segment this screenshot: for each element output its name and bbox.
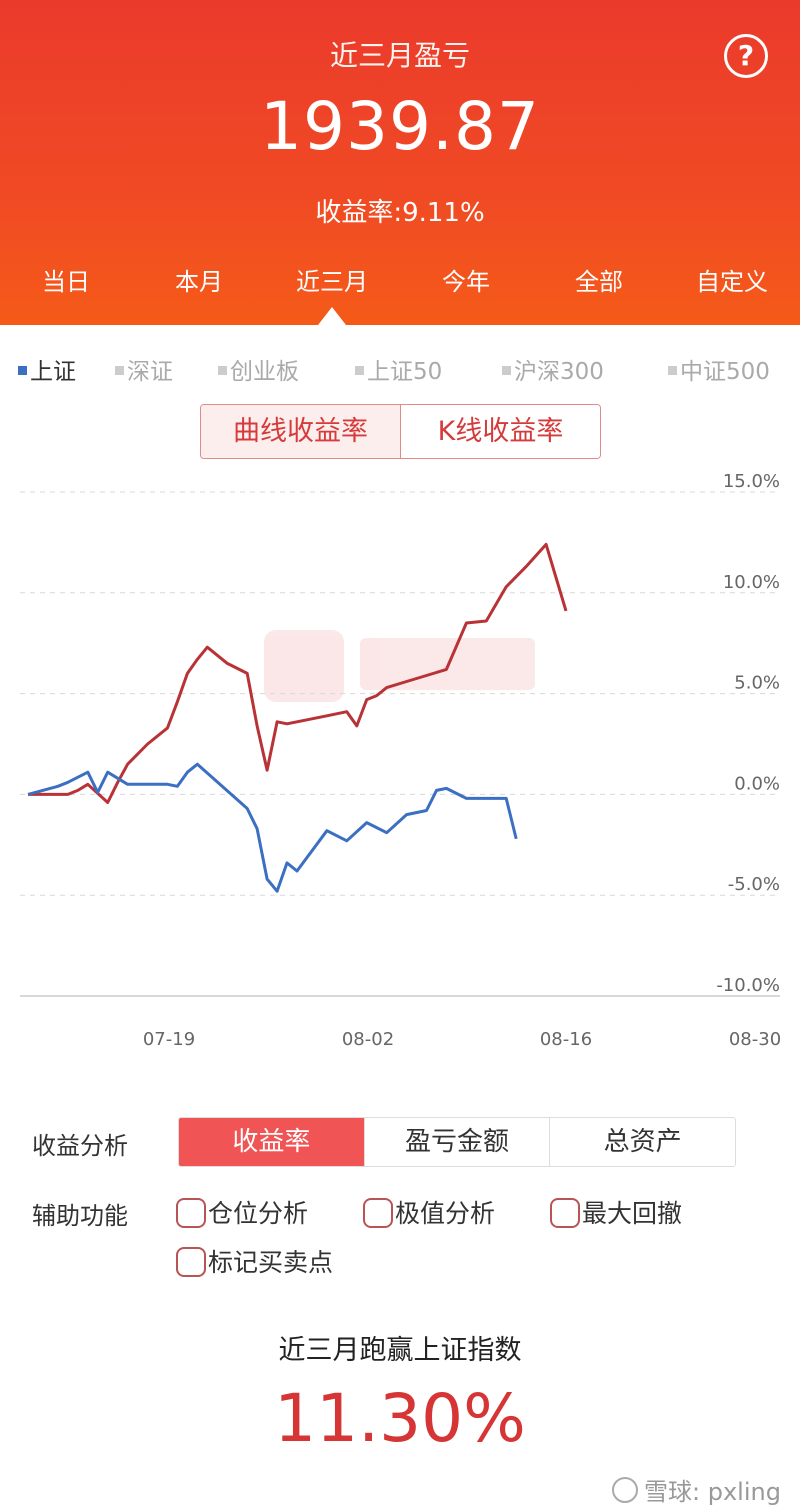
checkbox-label: 标记买卖点 xyxy=(208,1248,334,1277)
active-tab-indicator xyxy=(318,307,346,325)
mark-trades-checkbox[interactable]: 标记买卖点 xyxy=(176,1243,333,1279)
index-label: 深证 xyxy=(127,359,173,385)
index-csi500[interactable]: 中证500 xyxy=(668,352,770,386)
outperform-label: 近三月跑赢上证指数 xyxy=(278,1335,522,1366)
profit-amount-option[interactable]: 盈亏金额 xyxy=(364,1118,551,1166)
index-shanghai[interactable]: 上证 xyxy=(18,352,76,386)
tab-all[interactable]: 全部 xyxy=(575,268,623,296)
y-tick-label: -10.0% xyxy=(716,975,780,996)
legend-square-icon xyxy=(502,366,511,375)
index-label: 上证 xyxy=(30,359,76,385)
portfolio-return-line xyxy=(28,542,568,804)
return-chart: 15.0% 10.0% 5.0% 0.0% -5.0% -10.0% 07-19 08-02… xyxy=(20,471,781,1050)
watermark-text: 雪球: pxling xyxy=(644,1478,781,1506)
x-tick-label: 08-30 xyxy=(729,1029,781,1050)
index-label: 沪深300 xyxy=(514,359,604,385)
legend-square-icon xyxy=(668,366,677,375)
legend-square-icon xyxy=(115,366,124,375)
x-tick-label: 07-19 xyxy=(143,1029,195,1050)
checkbox-label: 最大回撤 xyxy=(582,1199,683,1228)
tab-this-year[interactable]: 今年 xyxy=(442,268,490,296)
analysis-label: 收益分析 xyxy=(32,1132,128,1160)
profit-amount: 1939.87 xyxy=(260,88,540,165)
y-tick-label: 0.0% xyxy=(734,773,780,794)
return-rate-label: 收益率: xyxy=(315,198,403,228)
y-tick-label: 10.0% xyxy=(723,572,780,593)
question-circle-icon[interactable]: ? xyxy=(724,34,768,78)
legend-square-icon xyxy=(355,366,364,375)
extreme-analysis-checkbox[interactable]: 极值分析 xyxy=(363,1194,495,1230)
y-tick-label: 15.0% xyxy=(723,471,780,492)
tonghuashun-watermark xyxy=(264,630,535,702)
watermark-logo-icon xyxy=(264,630,344,702)
tab-today[interactable]: 当日 xyxy=(42,268,90,296)
toggle-divider xyxy=(400,405,401,458)
xueqiu-logo-icon xyxy=(612,1477,638,1503)
index-chinext[interactable]: 创业板 xyxy=(218,352,299,386)
index-label: 中证500 xyxy=(680,359,770,385)
aux-label: 辅助功能 xyxy=(32,1202,128,1230)
index-label: 上证50 xyxy=(367,359,443,385)
index-return-line xyxy=(27,762,518,893)
index-shenzhen[interactable]: 深证 xyxy=(115,352,173,386)
total-assets-option[interactable]: 总资产 xyxy=(550,1118,735,1166)
curve-return-button[interactable]: 曲线收益率 xyxy=(201,405,400,458)
outperform-value: 11.30% xyxy=(274,1380,526,1457)
analysis-segmented-control: 收益率 盈亏金额 总资产 xyxy=(178,1117,736,1167)
y-tick-label: -5.0% xyxy=(728,874,780,895)
page-title: 近三月盈亏 xyxy=(329,39,470,72)
y-tick-label: 5.0% xyxy=(734,673,780,694)
checkbox-icon xyxy=(550,1198,580,1228)
legend-square-icon xyxy=(18,366,27,375)
period-tabs: 当日 本月 近三月 今年 全部 自定义 xyxy=(0,262,800,302)
legend-square-icon xyxy=(218,366,227,375)
tab-custom[interactable]: 自定义 xyxy=(696,268,768,296)
header-banner: 近三月盈亏 ? 1939.87 收益率:9.11% 当日 本月 近三月 今年 全… xyxy=(0,0,800,325)
position-analysis-checkbox[interactable]: 仓位分析 xyxy=(176,1194,308,1230)
index-sse50[interactable]: 上证50 xyxy=(355,352,442,386)
tab-three-months[interactable]: 近三月 xyxy=(296,268,368,296)
xueqiu-watermark: 雪球: pxling xyxy=(612,1472,781,1507)
max-drawdown-checkbox[interactable]: 最大回撤 xyxy=(550,1194,682,1230)
x-tick-label: 08-02 xyxy=(342,1029,394,1050)
tab-month[interactable]: 本月 xyxy=(175,268,223,296)
return-rate-value: 9.11% xyxy=(402,198,485,228)
checkbox-icon xyxy=(176,1247,206,1277)
x-tick-label: 08-16 xyxy=(540,1029,592,1050)
index-label: 创业板 xyxy=(230,359,299,385)
checkbox-label: 仓位分析 xyxy=(208,1199,309,1228)
checkbox-icon xyxy=(363,1198,393,1228)
index-csi300[interactable]: 沪深300 xyxy=(502,352,604,386)
return-rate-option[interactable]: 收益率 xyxy=(179,1118,365,1166)
return-rate: 收益率:9.11% xyxy=(0,192,800,229)
checkbox-label: 极值分析 xyxy=(395,1199,496,1228)
checkbox-icon xyxy=(176,1198,206,1228)
kline-return-button[interactable]: K线收益率 xyxy=(401,405,600,458)
chart-mode-toggle: 曲线收益率 K线收益率 xyxy=(200,404,601,459)
